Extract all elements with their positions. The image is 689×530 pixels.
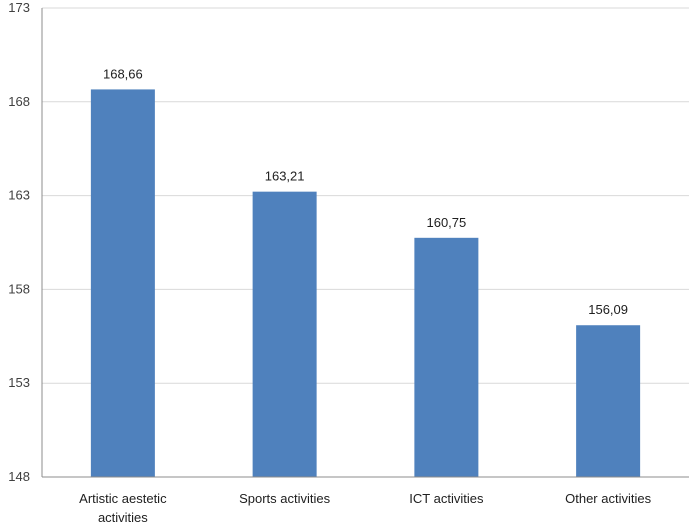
data-labels: 168,66 163,21 160,75 156,09	[103, 66, 628, 317]
bar	[414, 237, 479, 477]
y-tick-label: 153	[8, 375, 30, 390]
x-tick-label: Artistic aestetic	[79, 491, 167, 506]
data-label: 168,66	[103, 66, 143, 81]
bar	[252, 191, 317, 477]
x-axis-category-labels: Artistic aestetic activities Sports activi…	[79, 491, 651, 525]
x-tick-label: activities	[98, 510, 148, 525]
bars	[90, 89, 641, 478]
data-label: 163,21	[265, 169, 305, 184]
y-tick-label: 158	[8, 281, 30, 296]
y-axis-tick-labels: 148 153 158 163 168 173	[8, 0, 30, 484]
y-tick-label: 163	[8, 188, 30, 203]
bar	[576, 325, 641, 477]
data-label: 160,75	[426, 215, 466, 230]
bar	[90, 89, 155, 478]
x-tick-label: ICT activities	[409, 491, 484, 506]
x-tick-label: Other activities	[565, 491, 651, 506]
y-tick-label: 148	[8, 469, 30, 484]
x-tick-label: Sports activities	[239, 491, 331, 506]
data-label: 156,09	[588, 302, 628, 317]
y-tick-label: 173	[8, 0, 30, 15]
y-tick-label: 168	[8, 94, 30, 109]
